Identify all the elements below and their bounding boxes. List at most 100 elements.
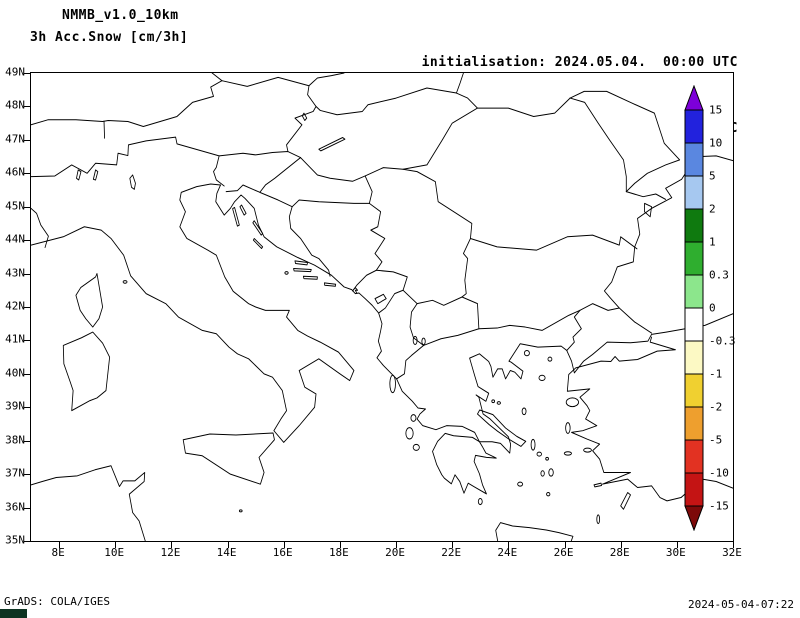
island [238, 509, 243, 513]
lon-tick-label: 22E [441, 546, 462, 559]
lon-tick-label: 14E [216, 546, 237, 559]
island [565, 397, 579, 408]
island [412, 443, 420, 451]
border-greece-macedonia [423, 328, 480, 346]
lon-tick-label: 10E [104, 546, 125, 559]
init-time-line: initialisation: 2024.05.04. 00:00 UTC [421, 55, 738, 70]
island [548, 468, 554, 477]
island-sardinia [62, 331, 111, 412]
border-slovenia-croatia [225, 157, 301, 193]
coastline-balkans-greece [215, 184, 733, 454]
lat-tick-label: 44N [5, 232, 25, 246]
lon-tick-mark [676, 542, 678, 548]
lat-tick-label: 48N [5, 98, 25, 112]
lake-razim [644, 202, 652, 218]
colorbar: 15 10 5 2 1 0.3 0 -0.3 -1 -2 -5 -10 -15 [684, 84, 756, 532]
lake-ohrid [412, 335, 418, 345]
lon-tick-mark [508, 542, 510, 548]
colorbar-tick-label: -15 [709, 499, 729, 513]
border-serbia-romania [402, 168, 473, 239]
border-romania-ukraine-north [477, 97, 571, 117]
border-croatia-bosnia-south [288, 206, 331, 277]
lat-tick-mark [24, 373, 30, 375]
island [232, 206, 240, 227]
colorbar-bar [684, 84, 704, 532]
border-czech-germany [211, 73, 223, 82]
colorbar-tick-label: 0.3 [709, 268, 729, 282]
border-romania-bulgaria [470, 234, 638, 251]
border-france-italy [31, 207, 49, 248]
lon-tick-label: 30E [665, 546, 686, 559]
island-euboea [477, 409, 527, 447]
island [596, 514, 601, 525]
lat-tick-mark [24, 507, 30, 509]
coastline-peloponnese [432, 432, 497, 495]
lat-tick-mark [24, 240, 30, 242]
x-axis: 8E 10E 12E 14E 16E 18E 20E 22E 24E 26E 28E 30E 32E [30, 546, 741, 562]
colorbar-segment [684, 439, 704, 474]
island-corsica [75, 273, 104, 328]
lake-neusiedl [301, 112, 308, 121]
border-slovakia-ukraine [455, 73, 464, 94]
lat-tick-mark [24, 340, 30, 342]
border-montenegro-albania [378, 289, 404, 314]
island [523, 349, 530, 357]
lake-prespa [421, 337, 426, 346]
border-alps-italy [31, 136, 225, 187]
credit-text: GrADS: COLA/IGES [4, 595, 110, 608]
colorbar-segment [684, 208, 704, 243]
lat-tick-label: 47N [5, 132, 25, 146]
lon-tick-mark [283, 542, 285, 548]
border-greece-albania [396, 344, 424, 380]
colorbar-segment [684, 505, 704, 532]
coastline-turkey-aegean [566, 336, 733, 502]
lon-tick-mark [452, 542, 454, 548]
island [583, 447, 592, 453]
lat-tick-mark [24, 273, 30, 275]
colorbar-tick-label: 15 [709, 103, 723, 117]
colorbar-tick-label: -10 [709, 466, 729, 480]
timestamp: 2024-05-04-07:22 [688, 598, 794, 611]
lon-tick-label: 32E [722, 546, 742, 559]
lake-garda [129, 174, 136, 190]
y-axis: 49N 48N 47N 46N 45N 44N 43N 42N 41N 40N 39N 38N 37N 3… [0, 66, 27, 547]
island [517, 481, 524, 487]
island [530, 438, 536, 451]
lat-tick-mark [24, 173, 30, 175]
lat-tick-mark [24, 139, 30, 141]
lon-tick-mark [171, 542, 173, 548]
colorbar-segment [684, 241, 704, 276]
island [545, 456, 549, 461]
colorbar-segment [684, 373, 704, 408]
border-hungary [300, 87, 478, 182]
lat-tick-mark [24, 440, 30, 442]
lon-tick-mark [396, 542, 398, 548]
colorbar-tick-label: -1 [709, 367, 723, 381]
border-bulgaria-turkey [579, 303, 620, 311]
lat-tick-label: 49N [5, 65, 25, 79]
border-serbia-bulgaria [461, 237, 471, 298]
model-title: NMMB_v1.0_10km [62, 8, 179, 23]
border-moldova-ukraine [569, 90, 681, 193]
island [540, 470, 545, 477]
lon-tick-mark [564, 542, 566, 548]
lon-tick-mark [733, 542, 734, 548]
island [565, 422, 571, 434]
lon-tick-label: 28E [609, 546, 630, 559]
island [252, 220, 264, 236]
coastline-north-africa [31, 465, 146, 541]
coastline-italy [31, 183, 355, 443]
lat-tick-label: 40N [5, 366, 25, 380]
border-montenegro-serbia [375, 269, 408, 291]
lon-tick-label: 8E [51, 546, 65, 559]
colorbar-tick-label: 5 [709, 169, 716, 183]
colorbar-segment [684, 175, 704, 210]
border-croatia-serbia [364, 175, 373, 204]
lon-tick-label: 12E [160, 546, 181, 559]
colorbar-segment [684, 109, 704, 144]
island-crete [495, 522, 574, 541]
colorbar-tick-label: 2 [709, 202, 716, 216]
border-romania-ukraine-danube [625, 191, 667, 200]
border-swiss-austria [103, 120, 105, 139]
lat-tick-label: 39N [5, 399, 25, 413]
